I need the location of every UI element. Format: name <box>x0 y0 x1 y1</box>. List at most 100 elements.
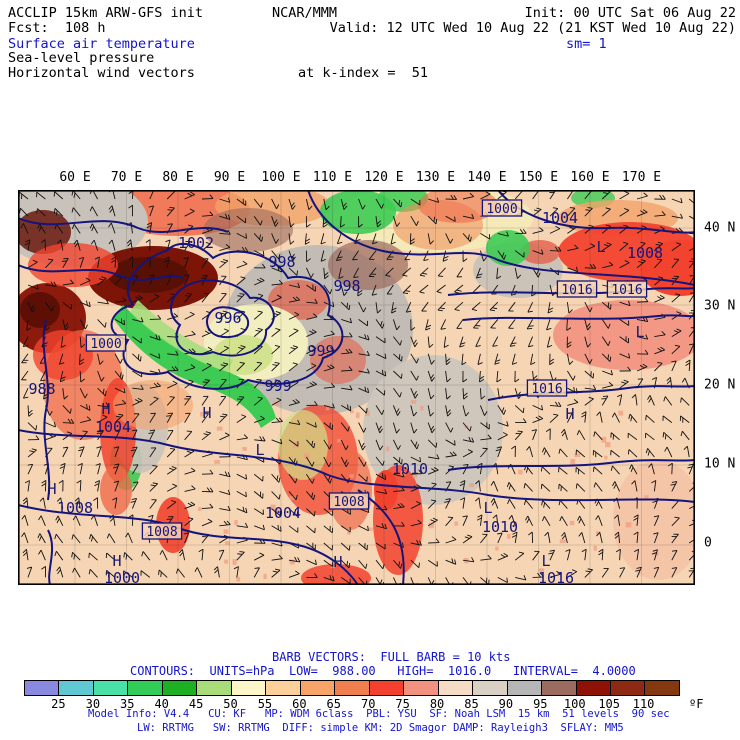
pressure-contours <box>17 189 696 586</box>
colorbar-cell <box>576 681 611 695</box>
high-marker: H <box>333 553 342 571</box>
colorbar-tick-label: 25 <box>51 697 66 711</box>
pressure-labels: 1002 998 998 1000 1004 996 999 999 988 1004 1000 10… <box>28 199 663 587</box>
colorbar-cell <box>128 681 163 695</box>
colorbar-cell <box>507 681 543 695</box>
valid-time: Valid: 12 UTC Wed 10 Aug 22 (21 KST Wed … <box>329 20 736 36</box>
forecast-hour: Fcst: 108 h <box>8 20 106 36</box>
high-marker: H <box>202 404 211 422</box>
colorbar-cell <box>300 681 336 695</box>
field-pressure: Sea-level pressure <box>8 50 155 66</box>
model-info-line1: Model Info: V4.4 CU: KF MP: WDM 6class P… <box>88 708 670 720</box>
colorbar-cell <box>197 681 232 695</box>
colorbar-tick-label: 80 <box>429 697 445 711</box>
init-time: Init: 00 UTC Sat 06 Aug 22 <box>524 5 736 21</box>
temperature-colorbar <box>24 680 680 696</box>
pressure-label: 1008 <box>57 499 93 517</box>
pressure-label: 1000 <box>486 202 517 217</box>
x-tick: 110 E <box>312 170 353 185</box>
k-index-label: at k-index = 51 <box>298 65 429 81</box>
colorbar-tick-label: 110 <box>632 697 655 711</box>
x-tick: 170 E <box>621 170 662 185</box>
colorbar-cell <box>610 681 646 695</box>
pressure-label: 1004 <box>265 504 301 522</box>
colorbar-tick-label: 50 <box>223 697 238 711</box>
pressure-label: 998 <box>268 253 295 271</box>
map-canvas: 1002 998 998 1000 1004 996 999 999 988 1004 1000 10… <box>0 177 720 592</box>
colorbar-tick-label: 100 <box>563 697 586 711</box>
colorbar-cell <box>542 681 577 695</box>
y-tick: 40 N <box>704 220 736 236</box>
colorbar-tick-label: 60 <box>292 697 307 711</box>
pressure-label: 1016 <box>611 283 642 298</box>
colorbar-tick-label: 75 <box>395 697 410 711</box>
pressure-label: 1008 <box>146 525 177 540</box>
y-tick: 20 N <box>704 377 736 393</box>
colorbar-tick-label: 105 <box>598 697 620 711</box>
field-temperature: Surface air temperature <box>8 36 195 52</box>
colorbar-cell <box>335 681 370 695</box>
barb-legend: BARB VECTORS: FULL BARB = 10 kts <box>272 650 511 664</box>
pressure-label: 1000 <box>90 337 121 352</box>
x-tick: 70 E <box>110 170 143 185</box>
pressure-label: 1008 <box>627 244 663 262</box>
field-wind: Horizontal wind vectors <box>8 65 195 81</box>
contour-legend: CONTOURS: UNITS=hPa LOW= 988.00 HIGH= 10… <box>130 664 636 678</box>
pressure-label: 1002 <box>178 234 214 252</box>
colorbar-cell <box>25 681 60 695</box>
low-marker: L <box>596 238 605 256</box>
x-tick: 100 E <box>261 170 301 185</box>
low-marker: L <box>255 441 264 459</box>
colorbar-tick-label: 65 <box>326 697 342 711</box>
pressure-label: 988 <box>28 380 55 398</box>
x-tick: 90 E <box>213 170 246 185</box>
pressure-label: 1004 <box>542 209 578 227</box>
colorbar-tick-label: 85 <box>464 697 479 711</box>
colorbar-tick-label: 45 <box>188 697 204 711</box>
colorbar-cell <box>93 681 129 695</box>
x-tick: 80 E <box>162 170 194 185</box>
pressure-label: 1016 <box>561 283 592 298</box>
high-marker: H <box>101 400 110 418</box>
wind-barbs <box>18 187 701 588</box>
x-tick: 160 E <box>570 170 610 185</box>
x-tick: 150 E <box>518 170 559 185</box>
colorbar-tick-label: 30 <box>85 697 101 711</box>
sm-label: sm= 1 <box>566 36 607 52</box>
pressure-label: 1004 <box>95 418 131 436</box>
colorbar-cell <box>59 681 94 695</box>
y-tick: 0 <box>704 535 712 551</box>
model-title: ACCLIP 15km ARW-GFS init <box>8 5 204 21</box>
colorbar-tick-label: 55 <box>257 697 273 711</box>
high-marker: H <box>565 405 574 423</box>
pressure-label: 998 <box>333 277 360 295</box>
y-tick: 10 N <box>704 456 736 472</box>
pressure-label: 1016 <box>538 569 574 585</box>
map-panel: 1002 998 998 1000 1004 996 999 999 988 1004 1000 10… <box>0 177 720 592</box>
x-tick: 130 E <box>415 170 456 185</box>
pressure-label: 1000 <box>104 569 140 585</box>
x-tick: 120 E <box>364 170 404 185</box>
low-marker: L <box>483 499 492 517</box>
colorbar-cell <box>369 681 405 695</box>
y-tick: 30 N <box>704 298 736 314</box>
colorbar-cell <box>645 681 679 695</box>
low-marker: L <box>635 323 644 341</box>
colorbar-cell <box>266 681 301 695</box>
colorbar-tick-label: 40 <box>154 697 169 711</box>
colorbar-tick-label: 70 <box>360 697 376 711</box>
pressure-label: 1010 <box>392 460 428 478</box>
colorbar-cell <box>473 681 508 695</box>
x-tick: 140 E <box>467 170 507 185</box>
high-marker: H <box>112 552 121 570</box>
pressure-label: 1008 <box>333 495 364 510</box>
colorbar-cell <box>231 681 267 695</box>
org-label: NCAR/MMM <box>272 5 338 21</box>
pressure-label: 1016 <box>531 382 562 397</box>
colorbar-cell <box>438 681 474 695</box>
pressure-label: 996 <box>214 309 241 327</box>
pressure-label: 999 <box>307 342 334 360</box>
colorbar-tick-label: 90 <box>498 697 514 711</box>
model-info-line2: LW: RRTMG SW: RRTMG DIFF: simple KM: 2D … <box>137 722 624 734</box>
